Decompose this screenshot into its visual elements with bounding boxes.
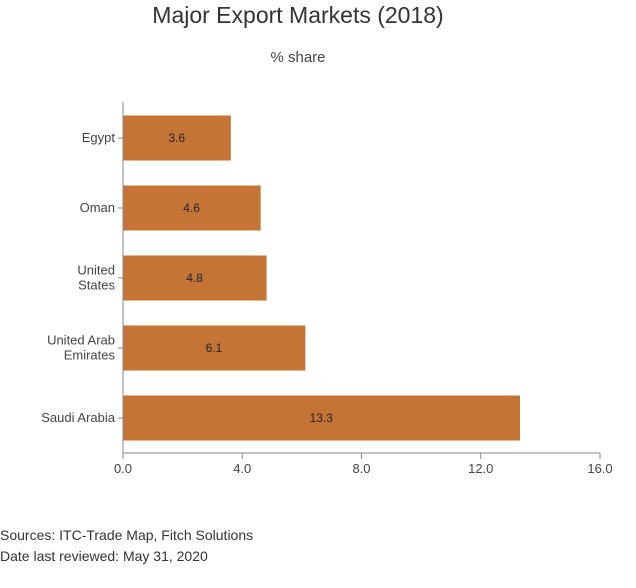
category-label: United States [77, 263, 115, 293]
bar [123, 255, 267, 301]
data-label: 6.1 [206, 341, 223, 355]
x-tick-label: 4.0 [233, 461, 251, 476]
bar [123, 325, 306, 371]
bar [123, 115, 231, 161]
category-label: Egypt [82, 130, 116, 145]
category-label: Oman [80, 200, 115, 215]
x-tick-label: 12.0 [468, 461, 493, 476]
bar-chart: 0.0 4.0 8.0 12.0 16.0 Egypt 3.6 Oman 4.6 United St… [41, 102, 613, 476]
data-label: 4.8 [186, 271, 203, 285]
bar [123, 395, 521, 441]
data-label: 3.6 [168, 131, 185, 145]
date-reviewed-note: Date last reviewed: May 31, 2020 [0, 548, 208, 564]
data-label: 4.6 [183, 201, 200, 215]
x-tick-label: 8.0 [352, 461, 370, 476]
category-label: Saudi Arabia [41, 410, 115, 425]
data-label: 13.3 [310, 411, 334, 425]
x-tick-label: 16.0 [587, 461, 612, 476]
sources-note: Sources: ITC-Trade Map, Fitch Solutions [0, 527, 254, 543]
category-label: United Arab Emirates [47, 333, 115, 363]
chart-subtitle: % share [270, 49, 326, 66]
bar [123, 185, 261, 231]
chart-title: Major Export Markets (2018) [152, 2, 444, 28]
x-tick-label: 0.0 [114, 461, 132, 476]
